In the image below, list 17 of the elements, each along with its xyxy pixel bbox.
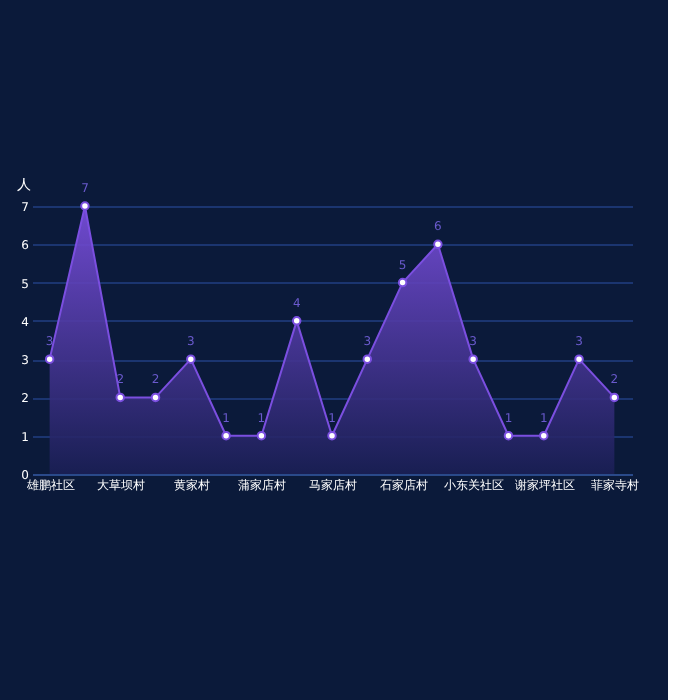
point bbox=[609, 392, 620, 403]
point bbox=[150, 392, 161, 403]
point bbox=[574, 354, 584, 364]
point bbox=[503, 430, 514, 441]
point bbox=[362, 354, 373, 364]
point bbox=[468, 354, 478, 364]
point bbox=[186, 354, 196, 364]
point bbox=[327, 430, 337, 441]
point bbox=[291, 316, 302, 326]
point bbox=[539, 430, 549, 441]
point bbox=[433, 239, 443, 250]
point bbox=[80, 201, 90, 211]
point bbox=[256, 430, 267, 441]
point bbox=[221, 430, 231, 441]
point bbox=[44, 354, 55, 364]
point bbox=[115, 392, 125, 403]
point bbox=[397, 277, 408, 288]
